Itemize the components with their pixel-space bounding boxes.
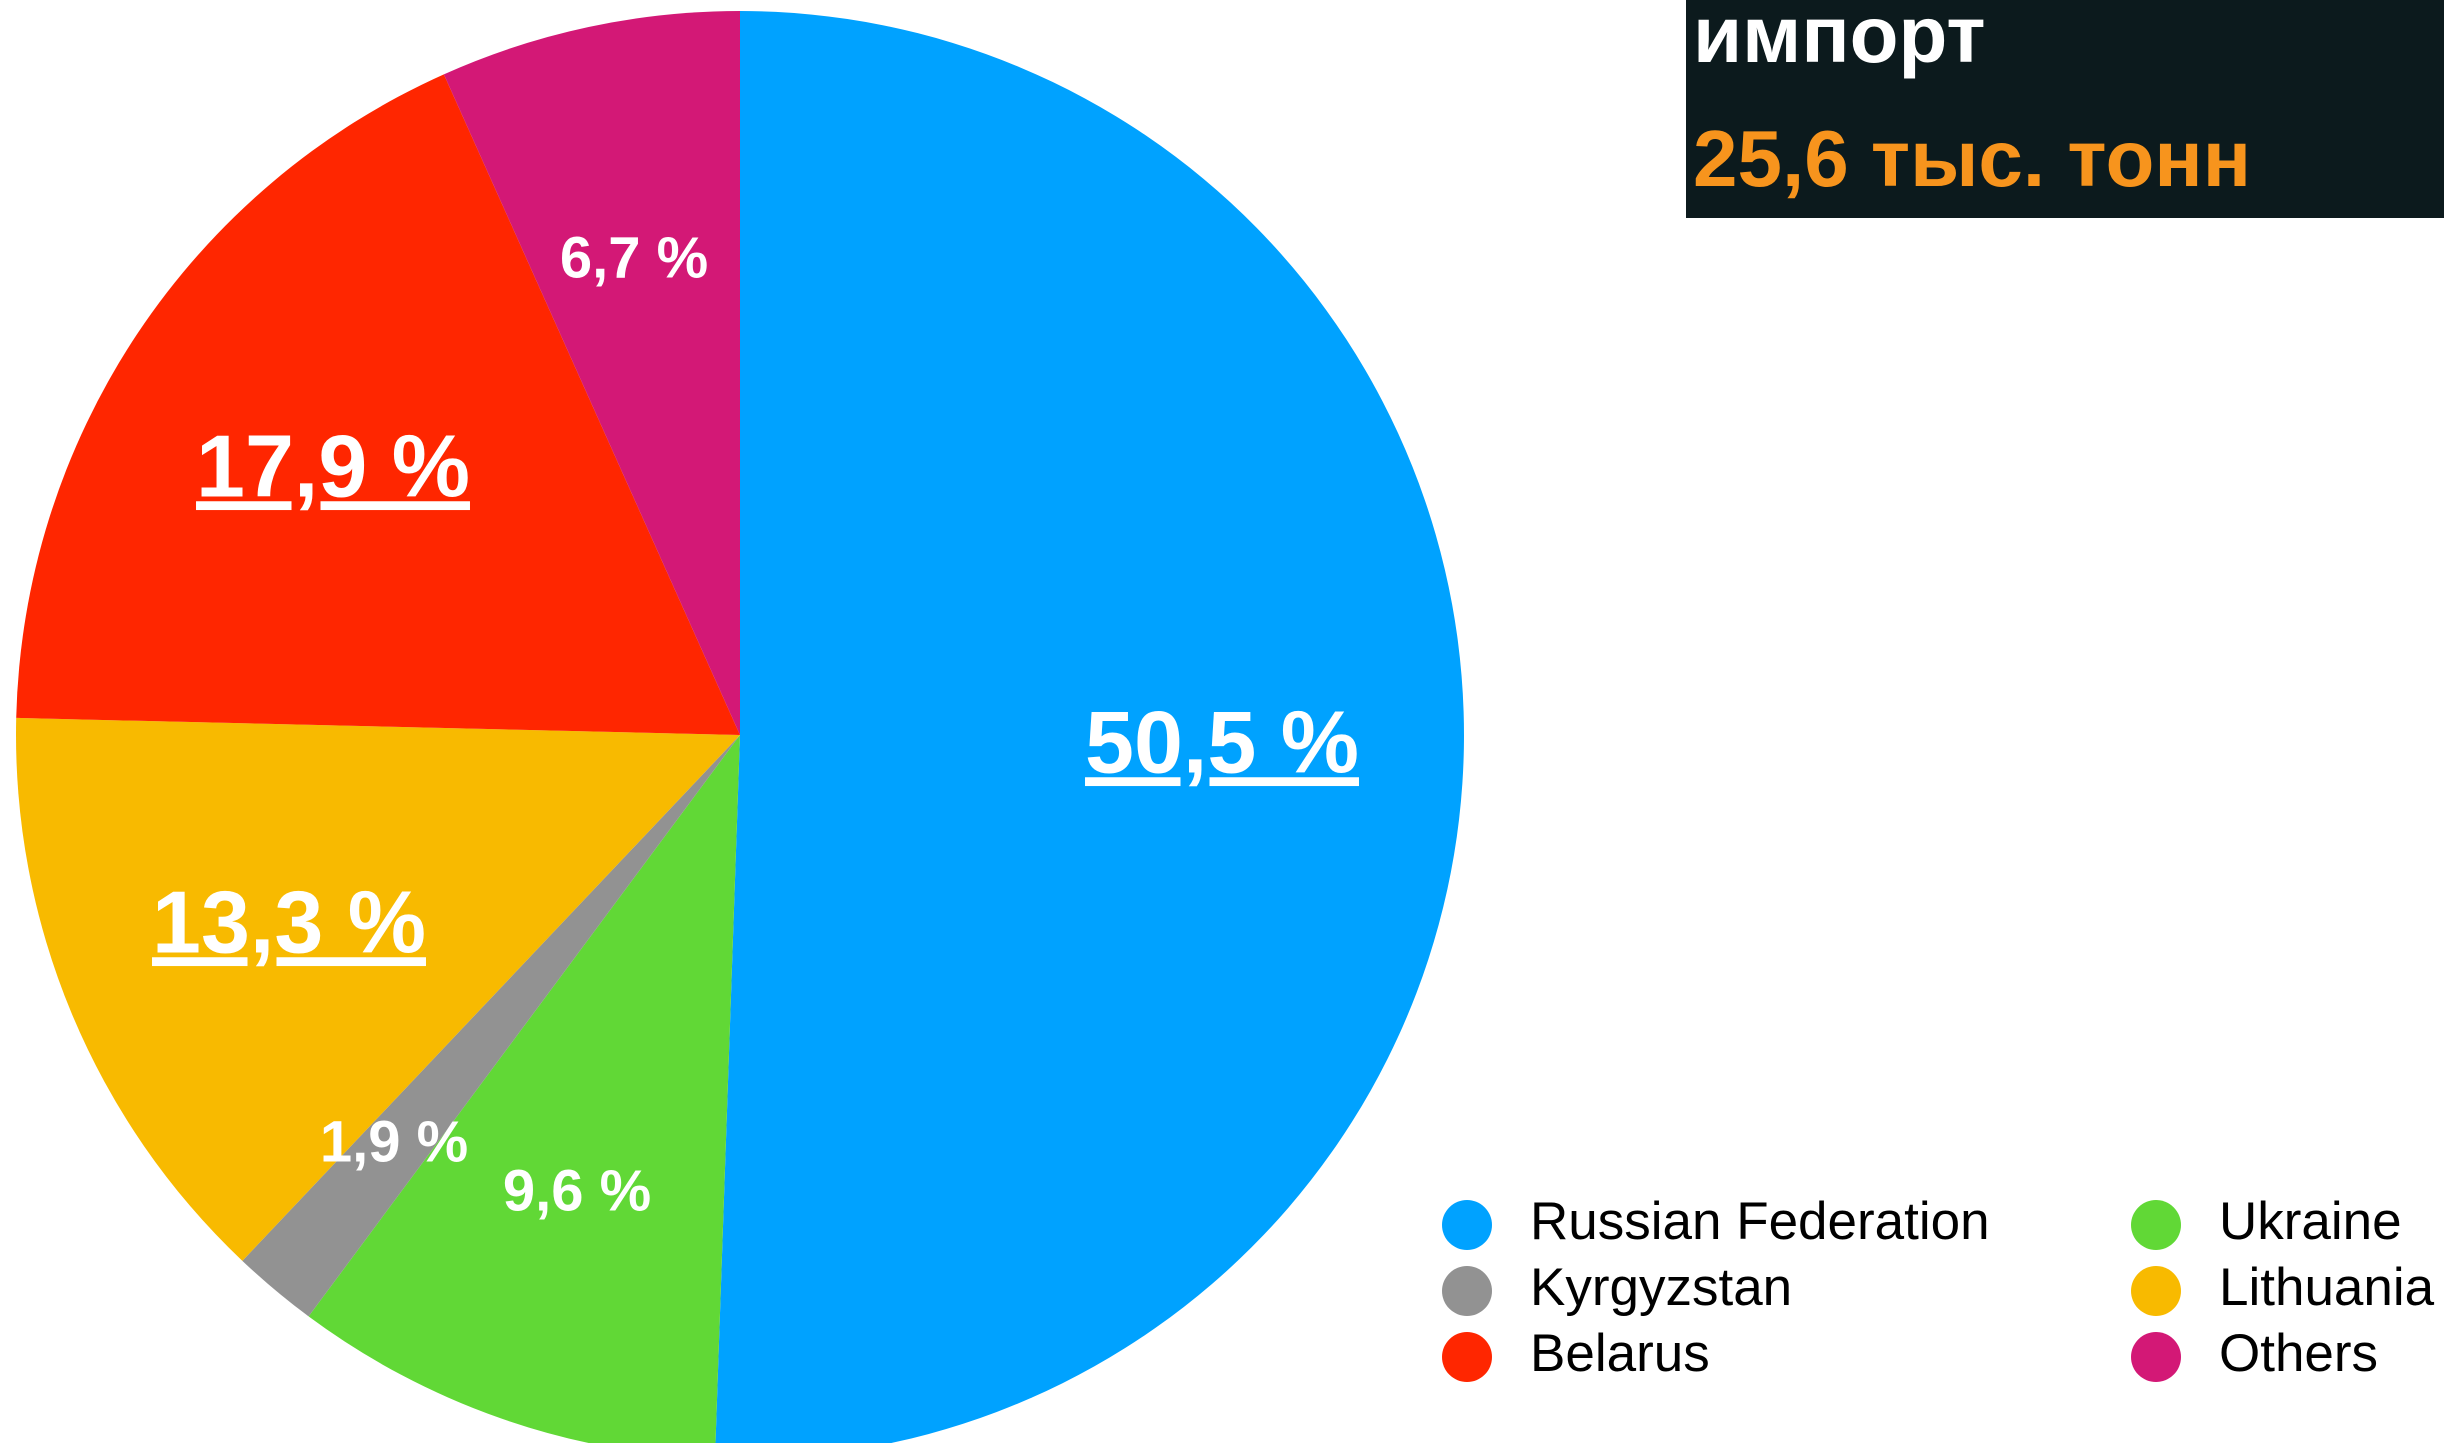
pie-slice bbox=[443, 11, 740, 735]
legend-label: Others bbox=[2219, 1324, 2378, 1383]
legend-label: Lithuania bbox=[2219, 1258, 2435, 1317]
pie-slice bbox=[715, 11, 1464, 1443]
pie-slice bbox=[242, 735, 741, 1317]
data-label: 13,3 % bbox=[152, 872, 426, 971]
legend-swatch bbox=[2131, 1200, 2181, 1250]
chart-subtitle: 25,6 тыс. тонн bbox=[1693, 114, 2251, 203]
legend-swatch bbox=[2131, 1332, 2181, 1382]
data-label: 17,9 % bbox=[196, 416, 470, 515]
data-label: 9,6 % bbox=[503, 1158, 651, 1223]
legend-swatch bbox=[1442, 1266, 1492, 1316]
legend-label: Ukraine bbox=[2219, 1192, 2402, 1251]
legend-swatch bbox=[2131, 1266, 2181, 1316]
title-box bbox=[1686, 0, 2444, 218]
pie-slice bbox=[16, 74, 741, 736]
legend-swatch bbox=[1442, 1200, 1492, 1250]
chart-title: импорт bbox=[1693, 0, 1986, 79]
legend-label: Kyrgyzstan bbox=[1530, 1258, 1792, 1317]
legend-label: Belarus bbox=[1530, 1324, 1710, 1383]
pie-slice bbox=[308, 735, 740, 1443]
data-label: 50,5 % bbox=[1085, 692, 1359, 791]
data-label: 6,7 % bbox=[560, 225, 708, 290]
legend-swatch bbox=[1442, 1332, 1492, 1382]
pie-slice bbox=[16, 717, 741, 1261]
legend-label: Russian Federation bbox=[1530, 1192, 1990, 1251]
data-label: 1,9 % bbox=[320, 1109, 468, 1174]
